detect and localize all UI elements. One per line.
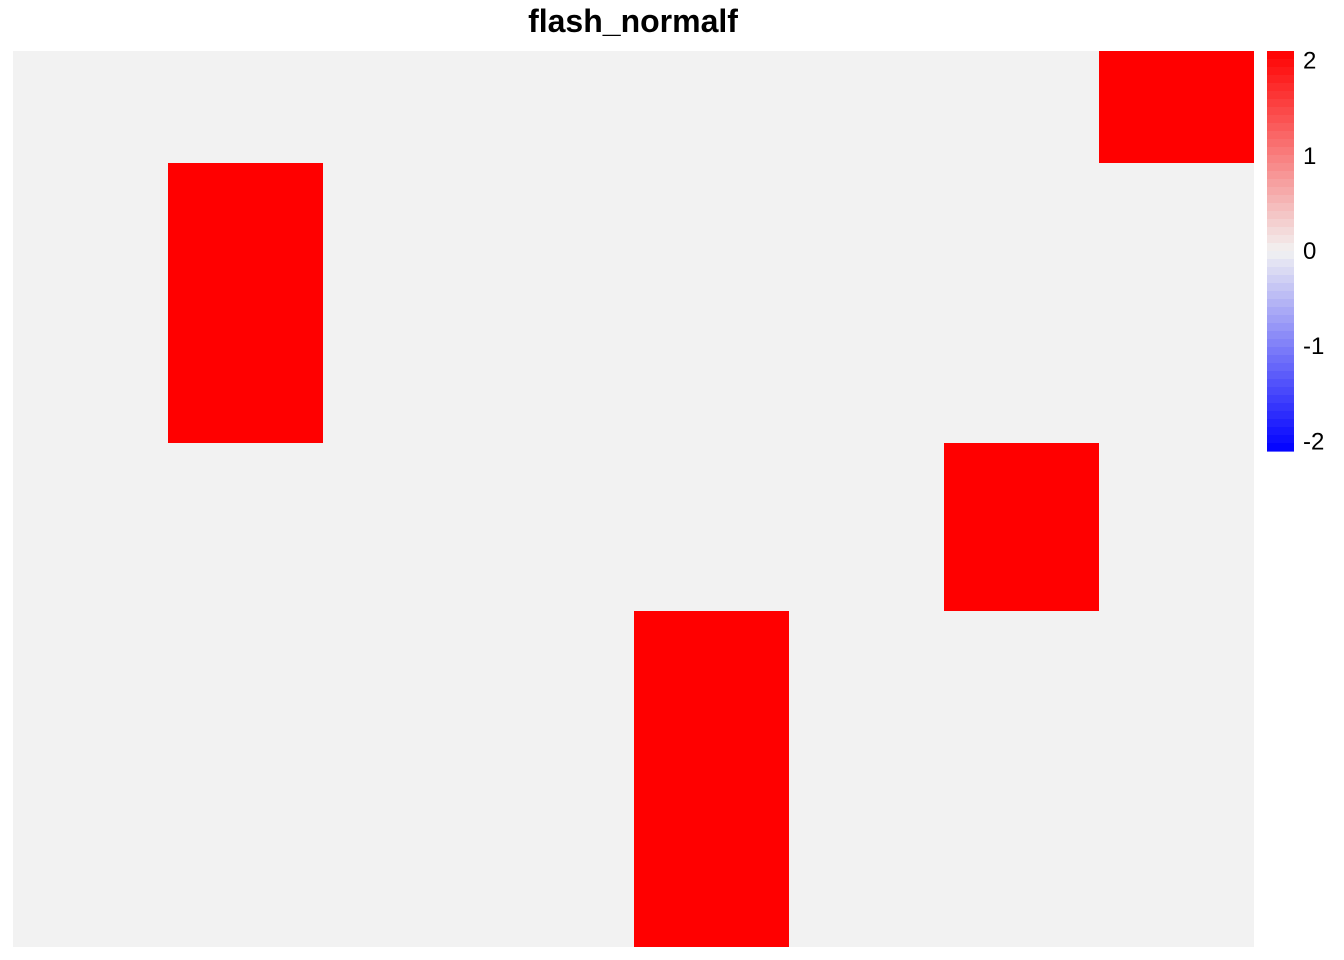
legend-color-step xyxy=(1267,147,1294,156)
legend-color-step xyxy=(1267,251,1294,260)
legend-color-step xyxy=(1267,347,1294,356)
legend-color-step xyxy=(1267,331,1294,340)
legend-color-step xyxy=(1267,107,1294,116)
legend-color-step xyxy=(1267,139,1294,148)
legend-color-step xyxy=(1267,267,1294,276)
color-legend: 2 1 0 -1 -2 xyxy=(1267,48,1324,456)
legend-color-step xyxy=(1267,123,1294,132)
legend-color-step xyxy=(1267,179,1294,188)
legend-color-step xyxy=(1267,427,1294,436)
heatmap-cell-2 xyxy=(168,163,323,443)
legend-color-step xyxy=(1267,91,1294,100)
legend-color-step xyxy=(1267,155,1294,164)
legend-tick-label: -1 xyxy=(1303,333,1324,360)
legend-color-step xyxy=(1267,171,1294,180)
legend-color-step xyxy=(1267,403,1294,412)
legend-tick-label: 2 xyxy=(1303,48,1316,75)
chart-title: flash_normalf xyxy=(528,3,738,39)
legend-color-step xyxy=(1267,395,1294,404)
legend-color-step xyxy=(1267,131,1294,140)
legend-color-step xyxy=(1267,419,1294,428)
legend-tick-label: 1 xyxy=(1303,143,1316,170)
heatmap-cells xyxy=(168,51,1254,947)
legend-tick-label: -2 xyxy=(1303,429,1324,456)
legend-color-step xyxy=(1267,211,1294,220)
legend-color-step xyxy=(1267,291,1294,300)
legend-color-step xyxy=(1267,387,1294,396)
legend-color-step xyxy=(1267,99,1294,108)
legend-color-step xyxy=(1267,307,1294,316)
legend-color-step xyxy=(1267,315,1294,324)
legend-color-step xyxy=(1267,75,1294,84)
legend-color-step xyxy=(1267,243,1294,252)
legend-color-step xyxy=(1267,51,1294,60)
legend-color-step xyxy=(1267,163,1294,172)
legend-color-step xyxy=(1267,59,1294,68)
legend-color-step xyxy=(1267,283,1294,292)
legend-color-step xyxy=(1267,115,1294,124)
legend-color-step xyxy=(1267,299,1294,308)
legend-color-step xyxy=(1267,259,1294,268)
legend-color-step xyxy=(1267,443,1294,452)
legend-color-step xyxy=(1267,379,1294,388)
legend-color-step xyxy=(1267,435,1294,444)
legend-color-step xyxy=(1267,275,1294,284)
legend-color-step xyxy=(1267,83,1294,92)
heatmap-cell-4 xyxy=(634,611,789,947)
legend-color-step xyxy=(1267,203,1294,212)
legend-color-step xyxy=(1267,67,1294,76)
legend-color-step xyxy=(1267,355,1294,364)
legend-color-step xyxy=(1267,227,1294,236)
legend-color-step xyxy=(1267,195,1294,204)
legend-color-step xyxy=(1267,371,1294,380)
legend-color-step xyxy=(1267,411,1294,420)
legend-color-step xyxy=(1267,219,1294,228)
legend-color-step xyxy=(1267,235,1294,244)
legend-color-step xyxy=(1267,339,1294,348)
legend-color-step xyxy=(1267,323,1294,332)
heatmap-cell-3 xyxy=(944,443,1099,611)
legend-color-step xyxy=(1267,187,1294,196)
legend-color-step xyxy=(1267,363,1294,372)
heatmap-cell-1 xyxy=(1099,51,1254,163)
legend-tick-label: 0 xyxy=(1303,238,1316,265)
